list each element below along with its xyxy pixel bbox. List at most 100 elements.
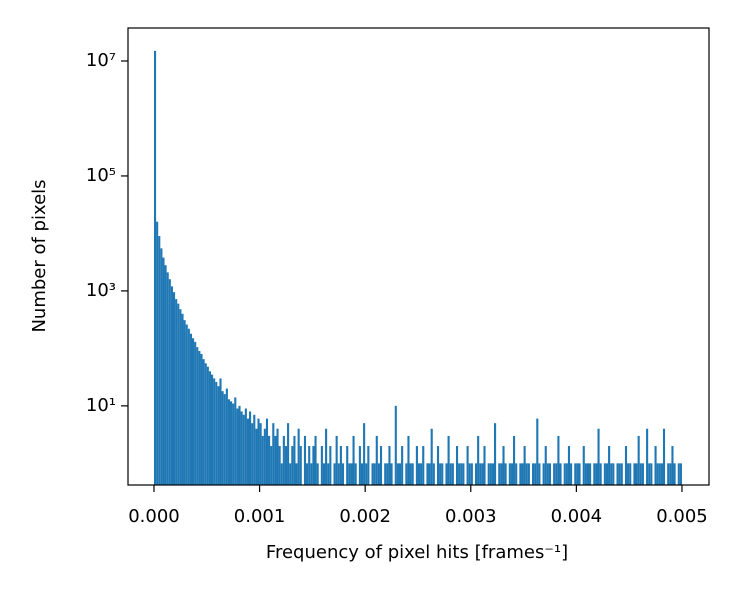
bar: [354, 463, 357, 485]
bar: [637, 435, 640, 485]
bar: [221, 391, 224, 485]
bar: [339, 446, 342, 485]
bar: [398, 463, 402, 485]
x-axis-label: Frequency of pixel hits [frames⁻¹]: [266, 542, 568, 563]
bar: [270, 446, 273, 485]
bar: [426, 463, 429, 485]
bar: [627, 463, 630, 485]
bar: [177, 303, 180, 485]
bar: [204, 363, 207, 485]
bar: [489, 463, 492, 485]
bar: [303, 435, 307, 485]
bar: [350, 463, 353, 485]
bar: [502, 446, 505, 485]
bar: [409, 463, 412, 485]
bar: [284, 446, 288, 485]
bar: [251, 423, 254, 485]
bar: [223, 394, 226, 485]
bar: [605, 463, 609, 485]
bar: [466, 446, 469, 485]
bar: [189, 333, 192, 485]
bar: [432, 463, 435, 485]
bar: [365, 463, 368, 485]
bar: [162, 257, 165, 485]
bar: [527, 463, 530, 485]
bar: [542, 463, 545, 485]
bar: [420, 463, 423, 485]
bar: [261, 435, 264, 485]
bar: [618, 463, 621, 485]
bar: [557, 435, 560, 485]
bar: [242, 414, 245, 485]
bar: [314, 435, 317, 485]
bar: [673, 463, 676, 485]
bar: [333, 463, 336, 485]
bar: [650, 463, 653, 485]
bar: [341, 463, 345, 485]
bar: [168, 279, 171, 485]
bar: [449, 463, 452, 485]
bar: [555, 463, 558, 485]
bar: [498, 463, 501, 485]
bar: [460, 463, 463, 485]
bar: [462, 463, 465, 485]
bar: [447, 435, 450, 485]
bar: [272, 423, 275, 485]
y-axis-label: Number of pixels: [29, 179, 50, 332]
bar: [422, 446, 425, 485]
bar: [299, 446, 302, 485]
bar: [567, 446, 571, 485]
bar: [430, 428, 433, 485]
bar: [244, 408, 247, 485]
x-tick-label: 0.002: [339, 506, 391, 527]
bar: [183, 320, 186, 485]
bar: [253, 414, 256, 485]
bar: [415, 446, 418, 485]
bar: [563, 463, 566, 485]
bar: [574, 463, 577, 485]
bar: [519, 463, 522, 485]
bar: [232, 403, 235, 485]
bar: [367, 446, 370, 485]
bar: [578, 463, 581, 485]
x-tick-label: 0.003: [445, 506, 497, 527]
bar: [436, 446, 440, 485]
bar: [445, 463, 448, 485]
bar: [358, 446, 361, 485]
bar: [153, 50, 157, 485]
bar: [308, 446, 311, 485]
bar: [377, 463, 380, 485]
bar: [500, 463, 503, 485]
bar: [170, 286, 173, 485]
bar: [544, 446, 547, 485]
bar: [316, 463, 319, 485]
bar: [320, 446, 323, 485]
bar: [263, 428, 266, 485]
bar: [255, 428, 258, 485]
y-tick-label: 10⁷: [86, 50, 116, 71]
bar: [608, 446, 611, 485]
bar: [521, 463, 524, 485]
bar: [595, 463, 598, 485]
bar: [538, 463, 541, 485]
bar: [610, 463, 613, 485]
x-tick-label: 0.004: [551, 506, 603, 527]
bar: [523, 446, 526, 485]
bar: [470, 463, 473, 485]
bar: [217, 386, 220, 485]
bar: [479, 463, 482, 485]
bar: [213, 378, 216, 485]
bar: [662, 428, 666, 485]
bar: [371, 463, 374, 485]
bar: [658, 463, 661, 485]
bar: [667, 463, 670, 485]
bar: [198, 351, 201, 485]
bar: [200, 353, 203, 485]
bar: [287, 423, 290, 485]
bar: [677, 463, 680, 485]
x-tick-label: 0.000: [128, 506, 180, 527]
bar: [546, 463, 549, 485]
bar: [280, 463, 283, 485]
bar: [648, 463, 651, 485]
